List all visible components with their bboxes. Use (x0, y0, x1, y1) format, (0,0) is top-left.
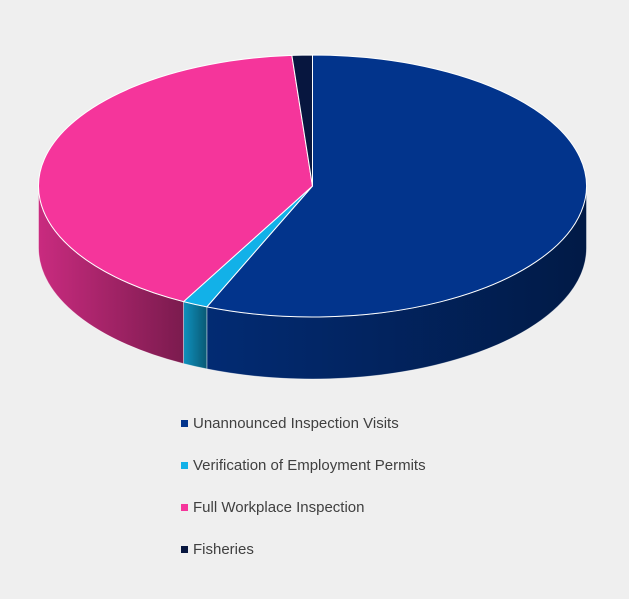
legend-label: Unannounced Inspection Visits (193, 415, 399, 432)
legend-label: Fisheries (193, 541, 254, 558)
pie-top (38, 54, 587, 318)
pie-slice-full-workplace-inspection (38, 54, 313, 303)
legend-label: Full Workplace Inspection (193, 499, 365, 516)
legend-swatch (181, 420, 188, 427)
pie-slice-unannounced-inspection-visits (206, 54, 587, 318)
legend-swatch (181, 462, 188, 469)
pie-side-verification-of-employment-permits (183, 301, 208, 370)
legend-label: Verification of Employment Permits (193, 457, 426, 474)
chart-legend: Unannounced Inspection Visits Verificati… (181, 413, 426, 581)
legend-item-fisheries: Fisheries (181, 539, 426, 560)
legend-swatch (181, 504, 188, 511)
pie-slice-fisheries (291, 54, 313, 187)
legend-item-unannounced-inspection-visits: Unannounced Inspection Visits (181, 413, 426, 434)
legend-item-full-workplace-inspection: Full Workplace Inspection (181, 497, 426, 518)
legend-swatch (181, 546, 188, 553)
legend-item-verification-of-employment-permits: Verification of Employment Permits (181, 455, 426, 476)
